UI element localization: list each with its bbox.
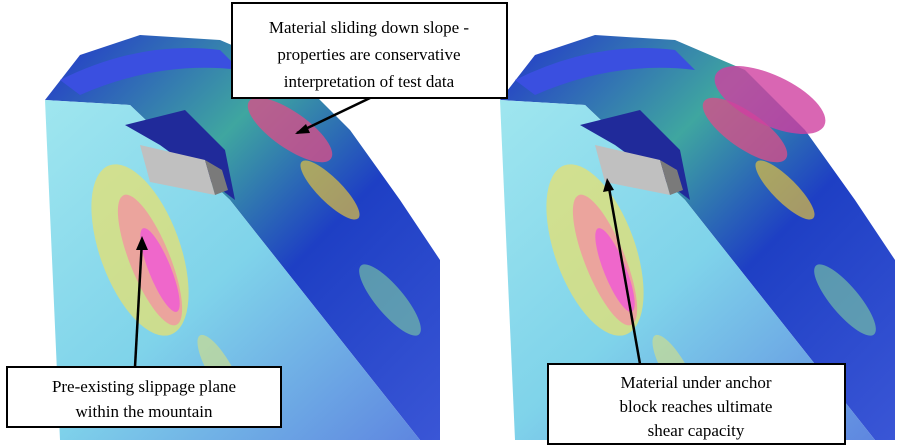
callout-text: block reaches ultimate xyxy=(620,397,773,416)
figure: Material sliding down slope - properties… xyxy=(0,0,899,445)
callout-text: within the mountain xyxy=(76,402,213,421)
callout-text: Pre-existing slippage plane xyxy=(52,377,236,396)
callout-text: interpretation of test data xyxy=(284,72,455,91)
callout-text: shear capacity xyxy=(648,421,745,440)
page: {"annotations": [ {"lines": ["Material s… xyxy=(0,0,899,445)
callout-text: Material under anchor xyxy=(620,373,771,392)
callout-text: Material sliding down slope - xyxy=(269,18,470,37)
callout-text: properties are conservative xyxy=(277,45,460,64)
